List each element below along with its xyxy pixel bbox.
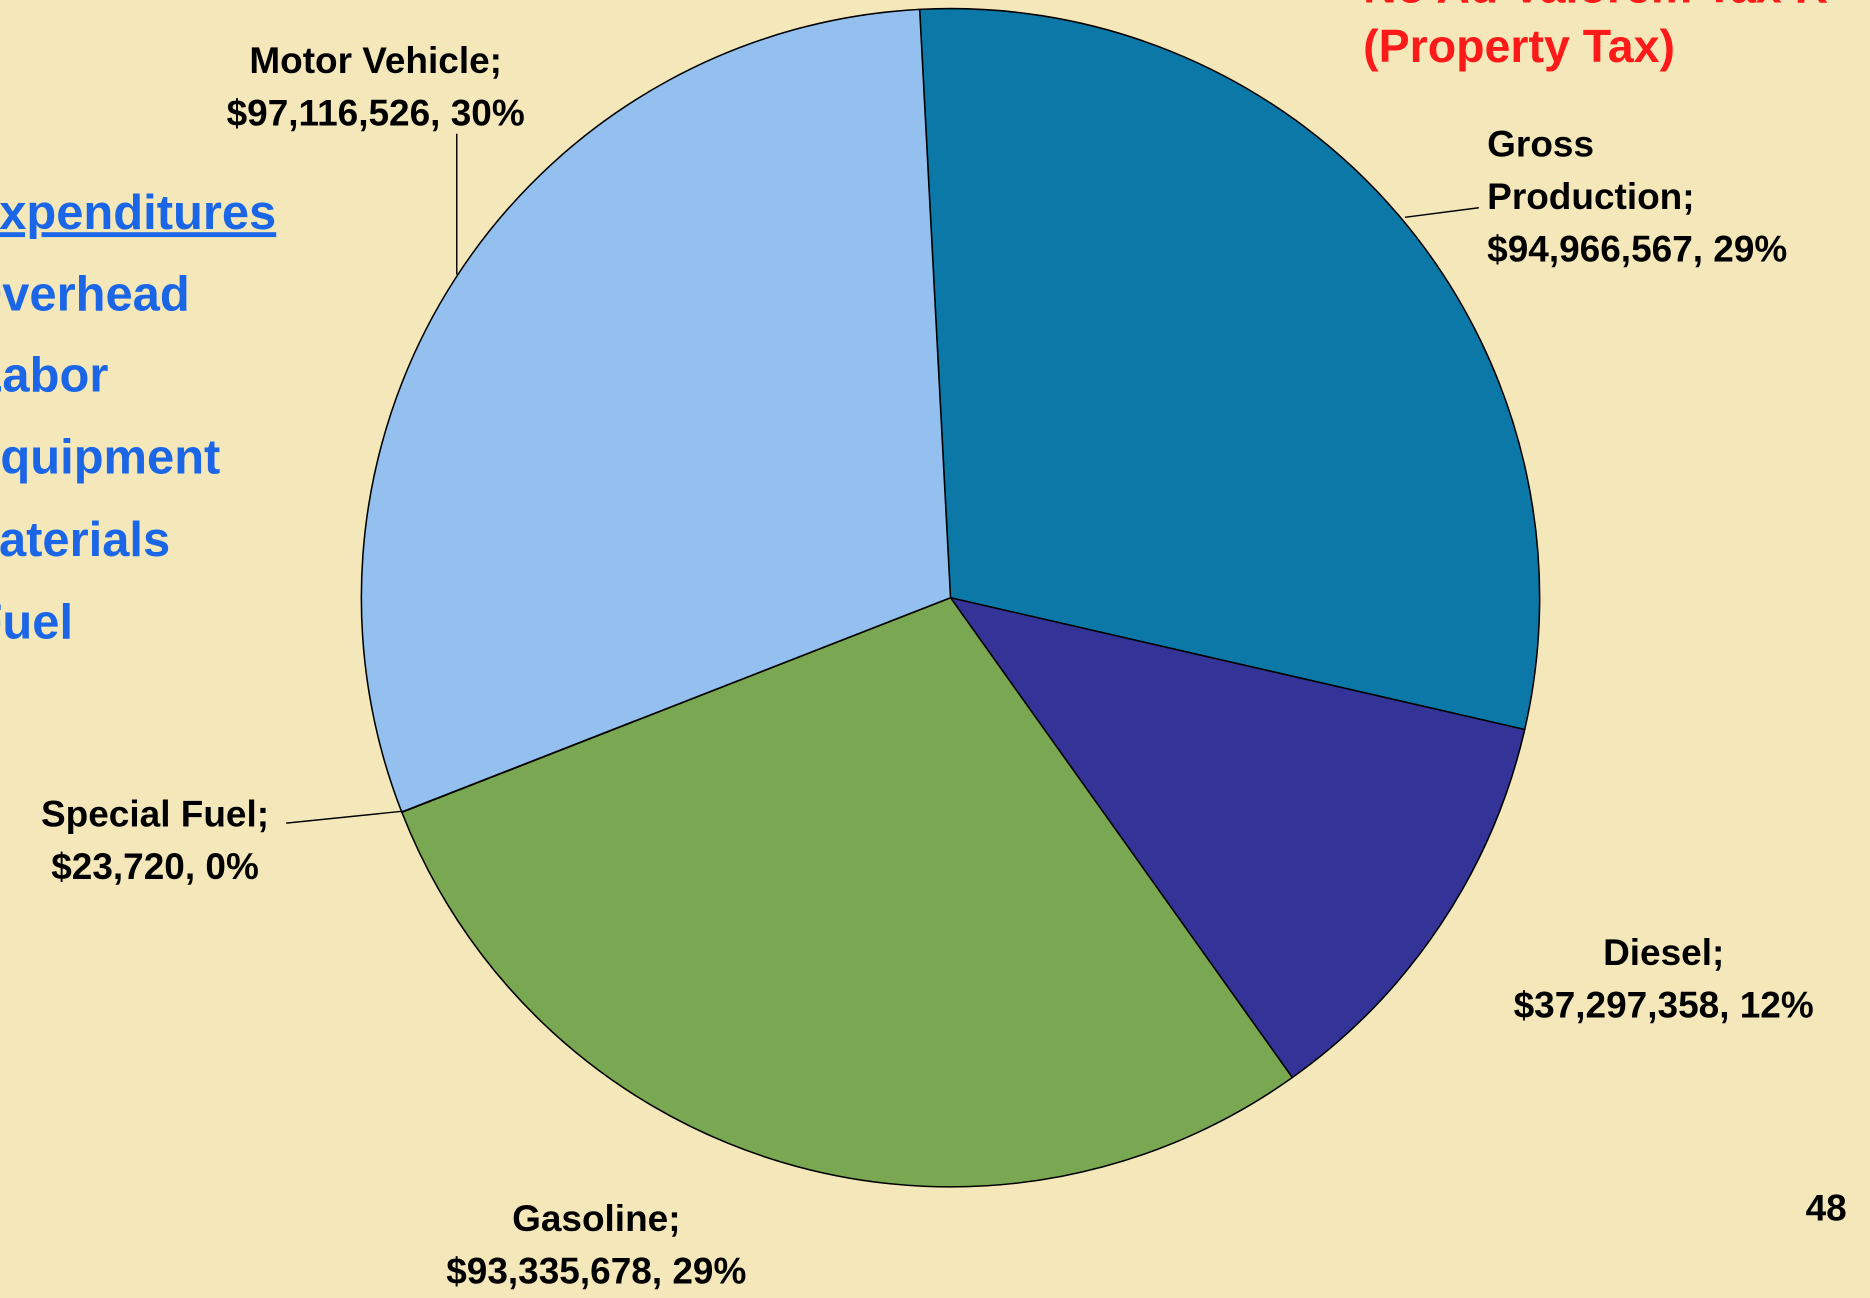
page-number: 48 [1806,1187,1847,1228]
data-label: Gasoline; [512,1198,680,1239]
pie-slice [948,596,1526,1079]
data-label: $93,335,678, 29% [446,1250,746,1291]
pie [360,7,1541,1188]
data-label: Production; [1487,176,1694,217]
side-list-item: Fuel [0,595,73,649]
data-label: $94,966,567, 29% [1487,228,1787,269]
side-list-item: Materials [0,513,170,567]
data-label: Motor Vehicle; [249,40,502,81]
side-list-item: Expenditures [0,186,276,240]
pie-slice [918,7,1541,731]
data-label: Diesel; [1603,932,1724,973]
note: No Ad Valorem Tax R [1363,0,1828,13]
note: (Property Tax) [1363,20,1675,72]
side-list-item: Equipment [0,431,220,485]
side-list-item: Overhead [0,267,190,321]
data-label: Gross [1487,123,1594,164]
pie-slice [360,8,952,814]
leader-line [286,810,404,824]
data-label: $23,720, 0% [51,846,259,887]
pie-slice [400,596,1294,1188]
data-label: $97,116,526, 30% [227,92,525,133]
leader-line [1404,207,1479,218]
data-label: $37,297,358, 12% [1514,985,1814,1026]
side-list-item: Labor [0,348,108,402]
data-label: Special Fuel; [41,794,269,835]
